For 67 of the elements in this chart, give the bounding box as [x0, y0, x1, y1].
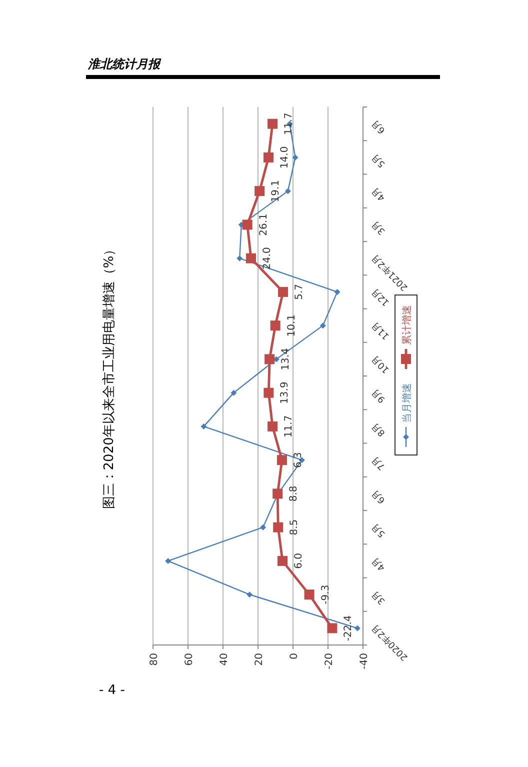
- x-tick-label: -20: [324, 653, 335, 670]
- y-tick-label: 11月: [370, 319, 392, 341]
- point: [273, 522, 284, 532]
- data-label: 14.0: [280, 146, 290, 169]
- point: [236, 255, 243, 262]
- point: [334, 288, 340, 295]
- y-tick-label: 3月: [370, 588, 388, 606]
- data-label: 11.7: [284, 415, 295, 438]
- point: [246, 253, 256, 264]
- x-tick-label: 20: [254, 653, 265, 666]
- point: [284, 188, 291, 194]
- data-label: 6.0: [294, 552, 304, 569]
- point: [246, 592, 253, 598]
- text: 图三：2020年以来全市工业用电量增速（%）: [102, 242, 117, 510]
- y-tick-label: 6月: [370, 488, 388, 506]
- point: [270, 320, 280, 331]
- point: [278, 556, 288, 566]
- x-tick-label: 80: [149, 653, 160, 666]
- point: [264, 388, 274, 398]
- point: [268, 118, 278, 129]
- data-label: -22.4: [343, 615, 354, 642]
- point: [327, 623, 338, 634]
- data-label: 26.1: [258, 214, 270, 236]
- y-tick-label: 6月: [370, 118, 388, 136]
- data-label: 8.5: [289, 519, 300, 536]
- point: [260, 524, 266, 530]
- point: [230, 390, 237, 396]
- point: [264, 152, 274, 162]
- point: [320, 322, 326, 329]
- data-label: 8.8: [288, 486, 300, 502]
- point: [242, 220, 252, 230]
- x-tick-label: -40: [359, 653, 370, 670]
- data-label: 10.1: [286, 314, 298, 337]
- data-label: 11.7: [284, 112, 295, 135]
- y-tick-label: 8月: [370, 420, 388, 438]
- y-tick-label: 5月: [370, 151, 388, 169]
- x-tick-label: 0: [289, 653, 300, 660]
- data-label: 5.7: [294, 284, 306, 300]
- y-tick-label: 3月: [370, 218, 388, 236]
- y-tick-label: 7月: [370, 454, 388, 472]
- y-tick-label: 4月: [370, 184, 388, 202]
- data-label: 13.4: [280, 348, 292, 370]
- x-tick-label: 40: [219, 653, 230, 666]
- data-label: 24.0: [262, 247, 273, 270]
- point: [278, 286, 288, 297]
- legend: 当月增速 累计增速: [394, 294, 418, 456]
- annotation: - 4 -: [99, 683, 125, 698]
- y-tick-label: 4月: [370, 554, 388, 572]
- point: [304, 590, 314, 600]
- point: [276, 455, 287, 466]
- point: [200, 423, 207, 430]
- y-tick-label: 5月: [370, 521, 388, 539]
- y-tick-label: 9月: [370, 386, 388, 404]
- data-label: 19.1: [270, 180, 282, 202]
- data-label: 6.3: [292, 452, 304, 468]
- point: [254, 186, 265, 196]
- point: [292, 154, 298, 160]
- point: [165, 558, 172, 564]
- point: [268, 421, 278, 432]
- point: [354, 625, 360, 632]
- y-tick-label: 12月: [370, 286, 392, 308]
- point: [264, 354, 275, 364]
- data-label: -9.3: [320, 584, 332, 604]
- annotation: 淮北统计月报: [88, 57, 160, 71]
- y-tick-label: 10月: [370, 353, 392, 375]
- data-label: 13.9: [280, 382, 291, 404]
- x-tick-label: 60: [184, 653, 195, 666]
